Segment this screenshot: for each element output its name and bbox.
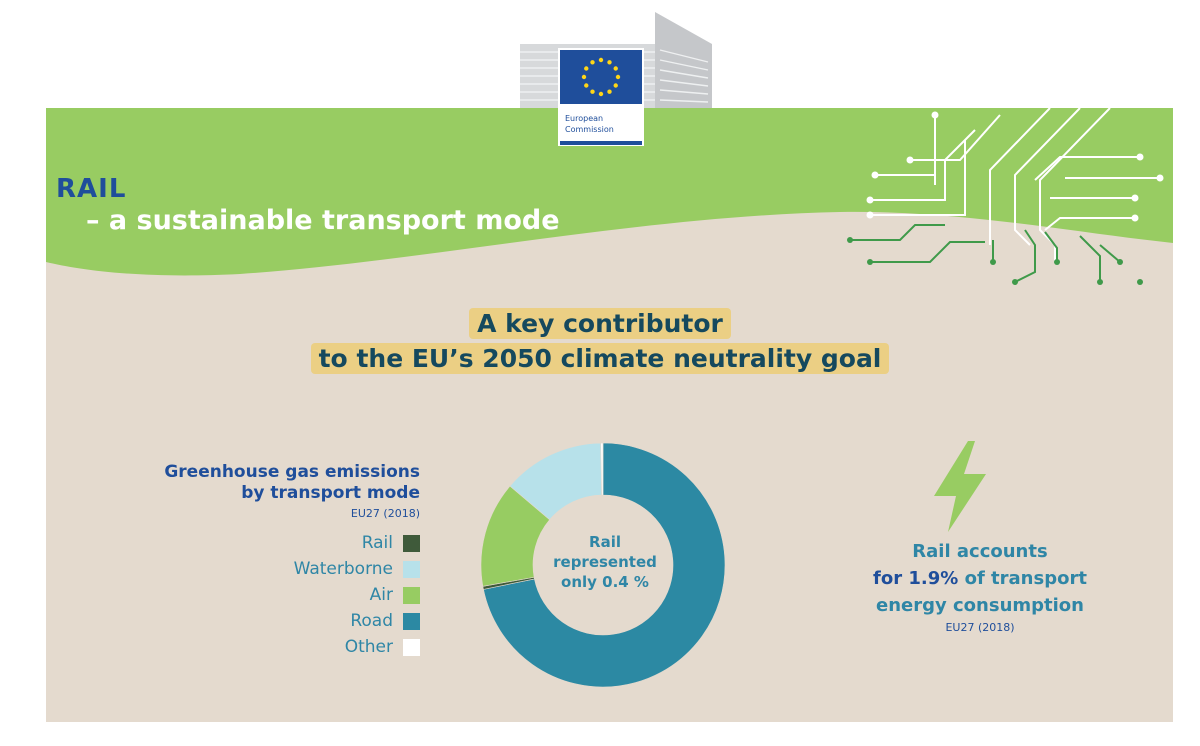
donut-chart bbox=[480, 442, 726, 688]
svg-text:Commission: Commission bbox=[565, 125, 614, 134]
legend-swatch bbox=[403, 612, 420, 630]
emissions-title-line-1: Greenhouse gas emissions bbox=[164, 462, 420, 482]
legend-label: Waterborne bbox=[293, 559, 393, 579]
donut-center-line-3: only 0.4 % bbox=[561, 573, 649, 591]
energy-block: Rail accounts for 1.9% of transport ener… bbox=[820, 538, 1140, 634]
circuit-nodes-green bbox=[847, 237, 1143, 285]
lightning-bolt-icon bbox=[934, 441, 986, 532]
eu-star bbox=[607, 89, 612, 94]
banner-subtitle: – a sustainable transport mode bbox=[86, 205, 560, 236]
eu-star bbox=[584, 66, 589, 71]
green-banner bbox=[46, 108, 1173, 276]
eu-star bbox=[613, 66, 618, 71]
energy-line-2: for 1.9% of transport bbox=[820, 565, 1140, 592]
headline: A key contributor to the EU’s 2050 clima… bbox=[0, 306, 1200, 376]
circuit-decoration-green bbox=[850, 224, 1121, 283]
eu-stars-icon bbox=[581, 57, 621, 97]
banner-title: RAIL bbox=[56, 174, 127, 204]
legend-swatch bbox=[403, 534, 420, 552]
legend-item-waterborne: Waterborne bbox=[90, 556, 420, 582]
eu-star bbox=[613, 83, 618, 88]
eu-star bbox=[581, 74, 587, 80]
headline-line-1: A key contributor bbox=[469, 308, 731, 339]
legend-item-other: Other bbox=[90, 634, 420, 660]
eu-star bbox=[598, 57, 604, 63]
emissions-legend: Greenhouse gas emissions by transport mo… bbox=[90, 462, 420, 660]
legend-label: Air bbox=[369, 585, 393, 605]
donut-hole bbox=[533, 495, 673, 635]
emissions-title-line-2: by transport mode bbox=[241, 483, 420, 503]
legend-item-road: Road bbox=[90, 608, 420, 634]
eu-star bbox=[607, 60, 612, 65]
donut-center-label: Rail represented only 0.4 % bbox=[540, 532, 670, 592]
legend-rows: Rail Waterborne Air Road Other bbox=[90, 530, 420, 660]
energy-value: 1.9% bbox=[908, 568, 959, 589]
energy-line-2-pre: for bbox=[873, 568, 909, 589]
european-commission-logo: European Commission bbox=[558, 48, 644, 146]
legend-swatch bbox=[403, 560, 420, 578]
eu-star bbox=[584, 83, 589, 88]
svg-text:European: European bbox=[565, 114, 603, 123]
legend-item-rail: Rail bbox=[90, 530, 420, 556]
energy-line-2-post: of transport bbox=[958, 568, 1087, 589]
energy-line-1: Rail accounts bbox=[912, 541, 1048, 562]
eu-star bbox=[615, 74, 621, 80]
legend-swatch bbox=[403, 586, 420, 604]
legend-label: Rail bbox=[361, 533, 393, 553]
donut-center-line-2: represented bbox=[553, 553, 657, 571]
legend-swatch bbox=[403, 638, 420, 656]
energy-source: EU27 (2018) bbox=[945, 621, 1015, 634]
eu-star bbox=[598, 91, 604, 97]
legend-item-air: Air bbox=[90, 582, 420, 608]
eu-star bbox=[590, 60, 595, 65]
energy-line-3: energy consumption bbox=[876, 595, 1084, 616]
headline-line-2: to the EU’s 2050 climate neutrality goal bbox=[310, 343, 890, 374]
legend-label: Other bbox=[344, 637, 393, 657]
circuit-nodes bbox=[866, 111, 1164, 222]
donut-center-line-1: Rail bbox=[589, 533, 621, 551]
eu-star bbox=[590, 89, 595, 94]
emissions-source: EU27 (2018) bbox=[350, 507, 420, 520]
legend-label: Road bbox=[350, 611, 393, 631]
circuit-decoration bbox=[870, 107, 1160, 262]
